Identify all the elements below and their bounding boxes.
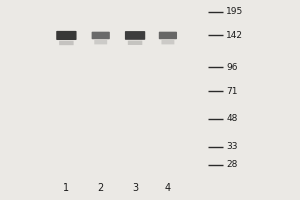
FancyBboxPatch shape (159, 32, 177, 39)
FancyBboxPatch shape (94, 40, 107, 44)
Text: 48: 48 (226, 114, 238, 123)
Text: 1: 1 (63, 183, 70, 193)
Text: 2: 2 (98, 183, 104, 193)
FancyBboxPatch shape (59, 41, 74, 45)
FancyBboxPatch shape (92, 32, 110, 39)
Text: 3: 3 (132, 183, 138, 193)
FancyBboxPatch shape (125, 31, 145, 40)
Text: 195: 195 (226, 7, 243, 16)
Text: 4: 4 (165, 183, 171, 193)
Text: 28: 28 (226, 160, 238, 169)
Text: 96: 96 (226, 63, 238, 72)
Text: 33: 33 (226, 142, 238, 151)
FancyBboxPatch shape (56, 31, 76, 40)
Text: 142: 142 (226, 31, 243, 40)
Text: 71: 71 (226, 87, 238, 96)
FancyBboxPatch shape (128, 41, 142, 45)
FancyBboxPatch shape (161, 40, 174, 44)
